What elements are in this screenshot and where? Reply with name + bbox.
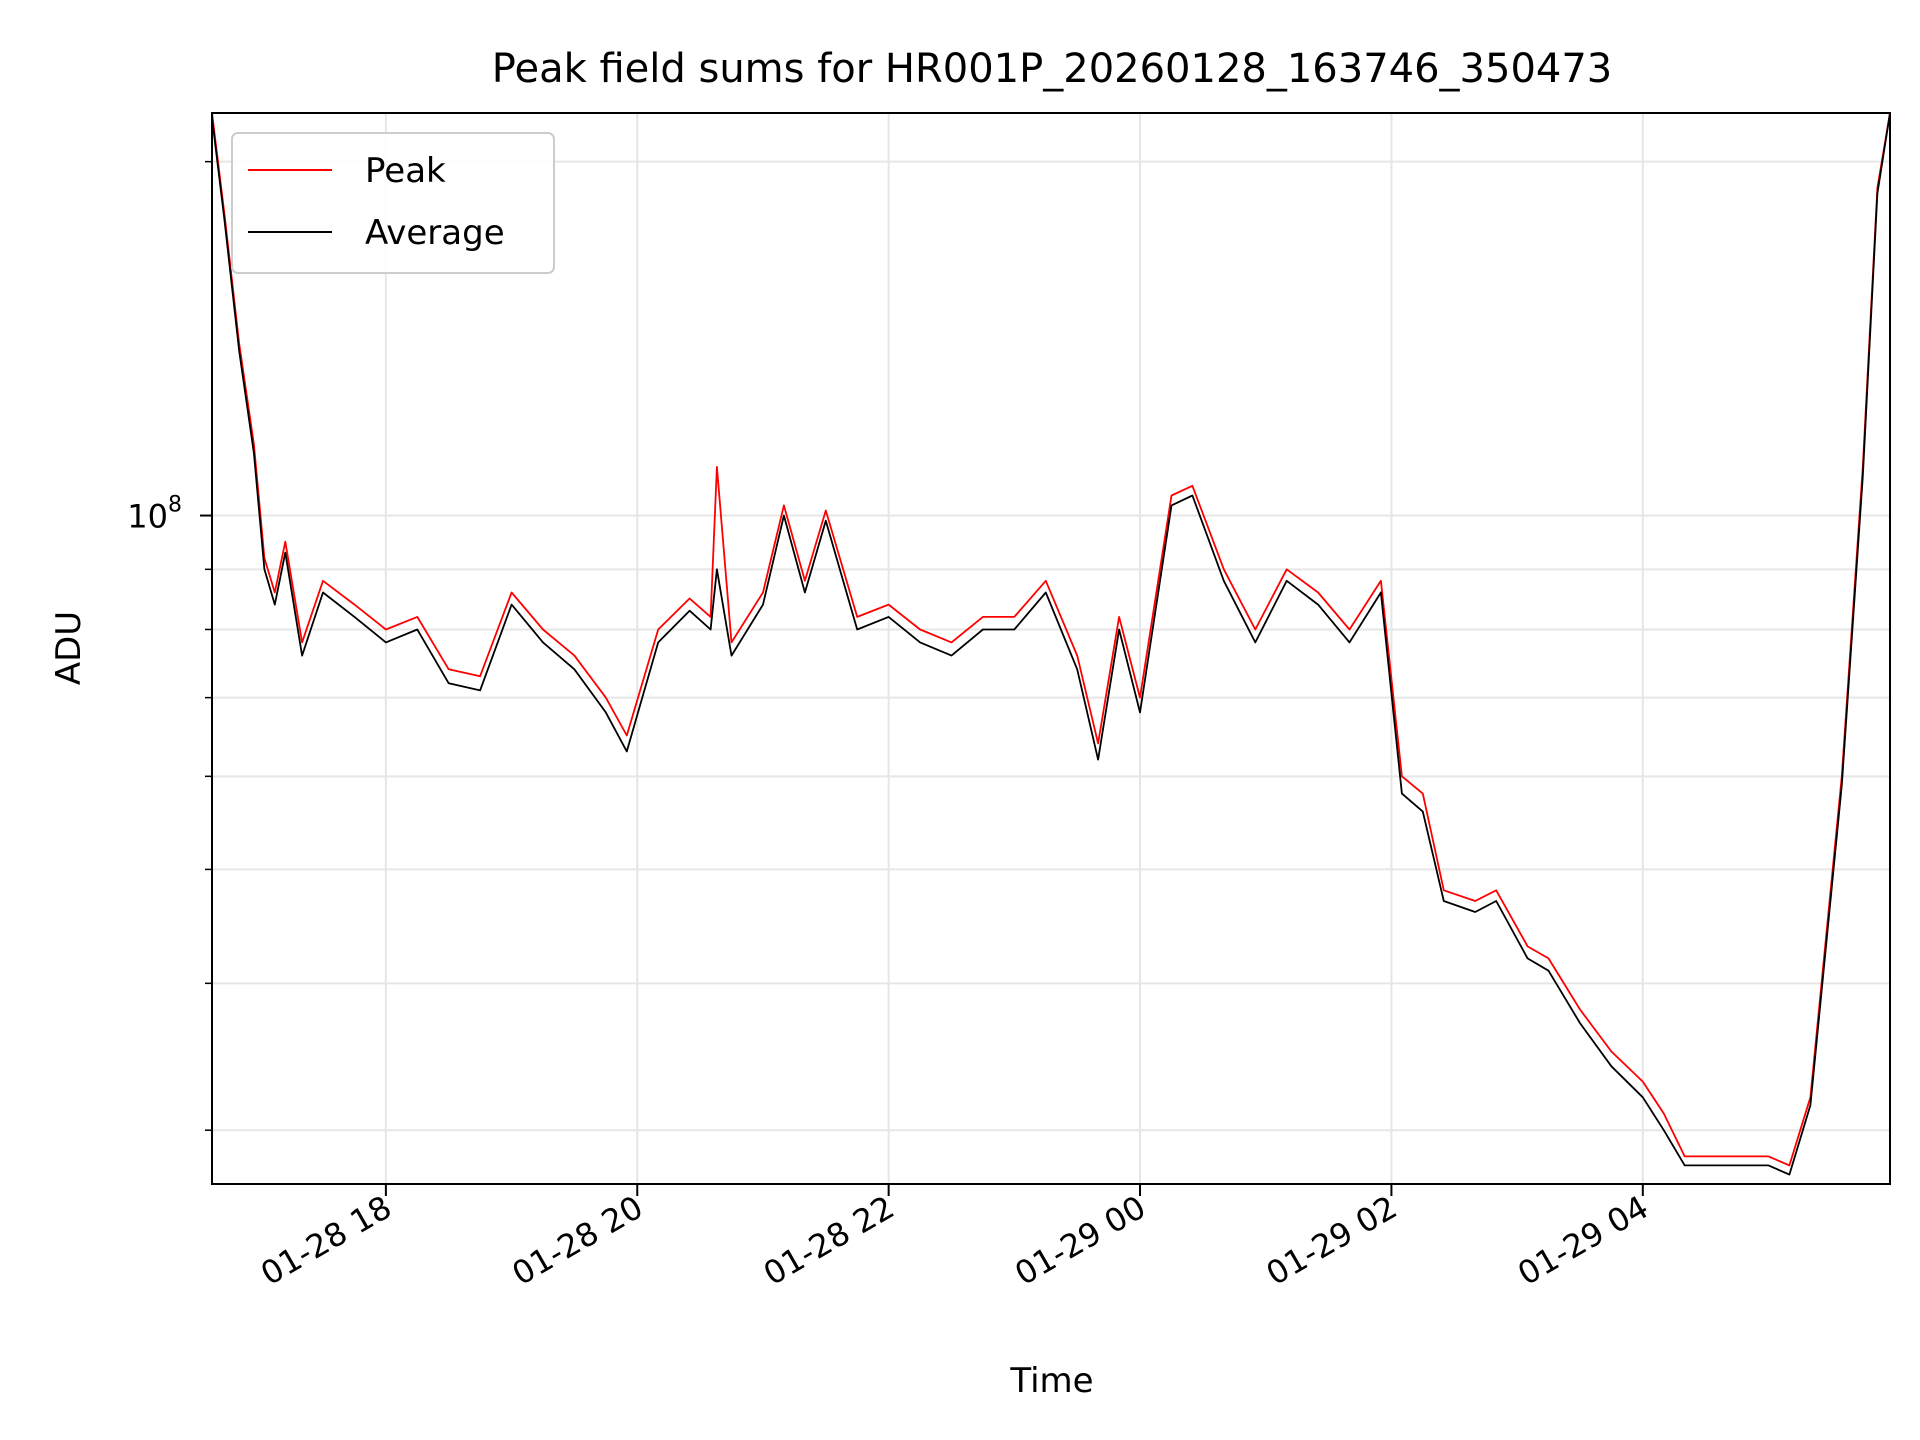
- grid: [212, 113, 1890, 1184]
- legend-box: [231, 132, 555, 274]
- y-tick-label: 108: [127, 493, 182, 536]
- y-tick-exponent: 8: [168, 493, 182, 518]
- legend-label-peak: Peak: [365, 151, 446, 191]
- y-tick-base: 10: [127, 498, 168, 536]
- legend: Peak Average: [231, 132, 555, 274]
- x-axis-label: Time: [1009, 1361, 1093, 1401]
- plot-series: [211, 112, 1891, 1176]
- chart-title: Peak field sums for HR001P_20260128_1637…: [492, 46, 1612, 92]
- series-line-average: [211, 112, 1891, 1176]
- y-axis-label: ADU: [49, 611, 89, 685]
- y-axis: 108: [127, 160, 212, 1131]
- plot-frame: [211, 112, 1891, 1185]
- series-line-peak: [211, 112, 1891, 1167]
- legend-label-average: Average: [365, 213, 505, 253]
